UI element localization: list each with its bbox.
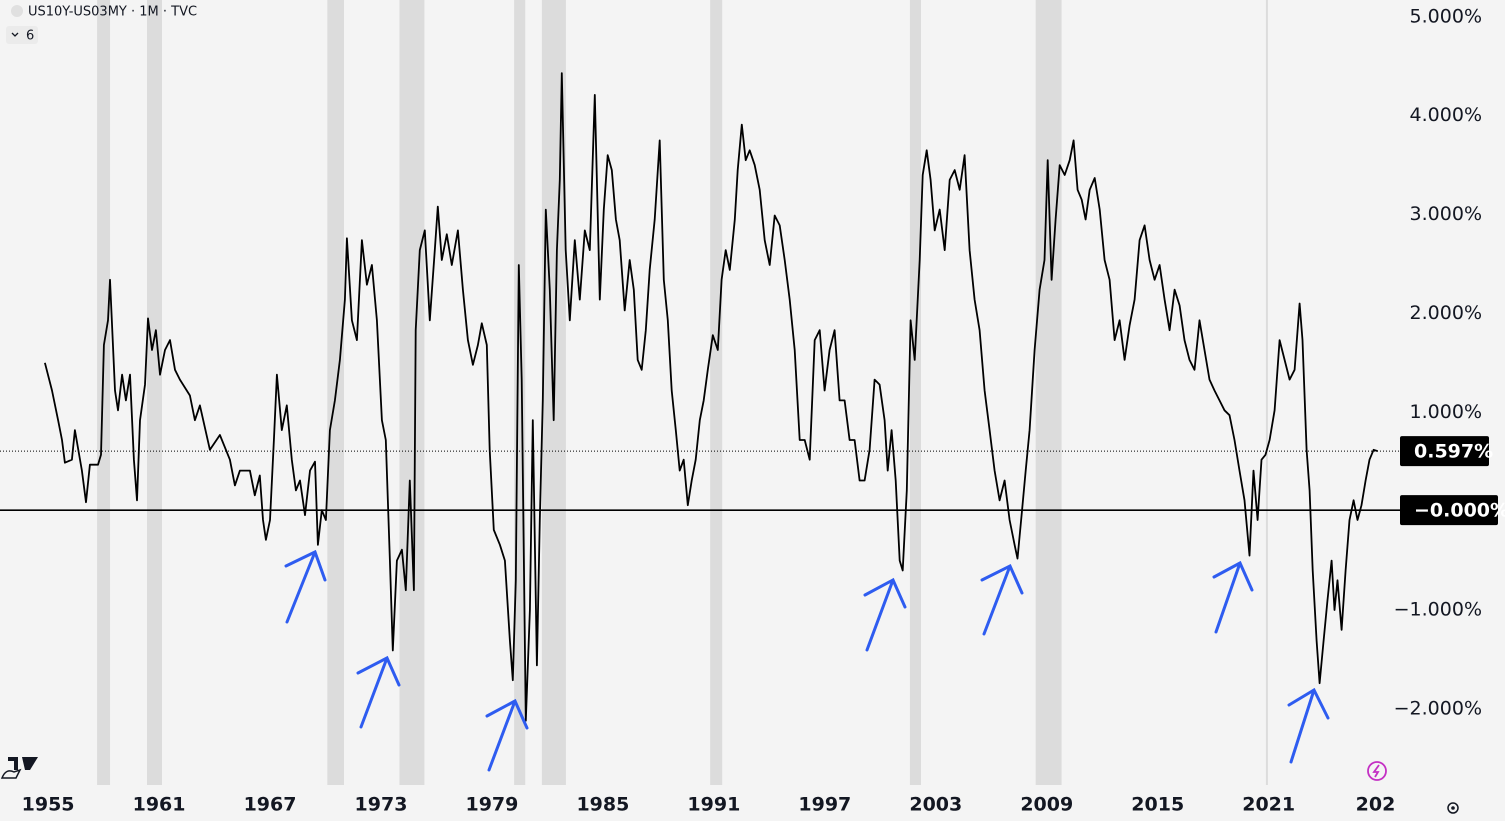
x-tick-label: 1979 <box>465 794 518 816</box>
y-tick-label: 1.000% <box>1410 401 1482 423</box>
lightning-circle <box>1367 761 1387 781</box>
x-tick-label: 1967 <box>244 794 297 816</box>
arrow <box>485 698 529 772</box>
recession-band <box>514 0 526 785</box>
series-line <box>44 72 1378 722</box>
recession-band <box>1265 0 1268 785</box>
settings-dot <box>1451 806 1455 810</box>
recession-band <box>909 0 922 785</box>
x-tick-label: 2003 <box>909 794 962 816</box>
recession-band <box>710 0 723 785</box>
arrow <box>284 549 327 624</box>
x-tick-label: 1973 <box>355 794 408 816</box>
y-tick-label: 4.000% <box>1410 104 1482 126</box>
y-tick-label: 5.000% <box>1410 5 1482 27</box>
settings-button[interactable] <box>1447 802 1459 814</box>
arrow <box>863 577 907 652</box>
arrow <box>356 655 401 729</box>
tv-logo <box>0 757 38 779</box>
header: US10Y-US03MY · 1M · TVC 6 <box>6 5 197 44</box>
logo-mark <box>8 757 38 770</box>
x-tick-label: 1955 <box>22 794 75 816</box>
y-tick-label: −1.000% <box>1394 599 1482 621</box>
price-label: −0.000% <box>1414 500 1505 522</box>
arrow <box>1212 560 1254 634</box>
lightning-icon <box>1372 764 1380 778</box>
recession-band <box>1035 0 1062 785</box>
symbol-icon <box>11 5 23 17</box>
recession-bands <box>97 0 1268 785</box>
y-tick-label: −2.000% <box>1394 697 1482 719</box>
logo-icon <box>0 768 22 779</box>
chevron <box>11 32 19 37</box>
recession-band <box>399 0 425 785</box>
indicator-count: 6 <box>26 29 34 44</box>
annotation-arrows <box>284 549 1330 772</box>
x-tick-label: 1997 <box>798 794 851 816</box>
price-label-box <box>1400 436 1489 467</box>
series <box>44 72 1378 722</box>
x-tick-label: 202 <box>1356 794 1396 816</box>
settings-icon <box>1447 802 1459 814</box>
y-tick-label: 2.000% <box>1410 302 1482 324</box>
x-tick-label: 2021 <box>1242 794 1295 816</box>
y-tick-label: 3.000% <box>1410 203 1482 225</box>
recession-band <box>97 0 111 785</box>
x-tick-label: 1991 <box>687 794 740 816</box>
price-label-box <box>1400 495 1498 526</box>
x-tick-label: 1961 <box>133 794 186 816</box>
price-label: 0.597% <box>1414 441 1493 463</box>
arrow <box>1287 687 1330 764</box>
axes: 0.597% −0.000% 5.000% 4.000% 3.000% 2.000% 1.0… <box>22 5 1505 815</box>
symbol-title: US10Y-US03MY · 1M · TVC <box>28 5 197 20</box>
lightning-button[interactable] <box>1367 761 1387 781</box>
arrow <box>980 563 1024 636</box>
x-tick-label: 2015 <box>1131 794 1184 816</box>
indicator-button[interactable] <box>6 26 38 44</box>
x-tick-label: 1985 <box>576 794 629 816</box>
recession-band <box>147 0 163 785</box>
x-tick-label: 2009 <box>1020 794 1073 816</box>
price-lines <box>0 450 1400 511</box>
